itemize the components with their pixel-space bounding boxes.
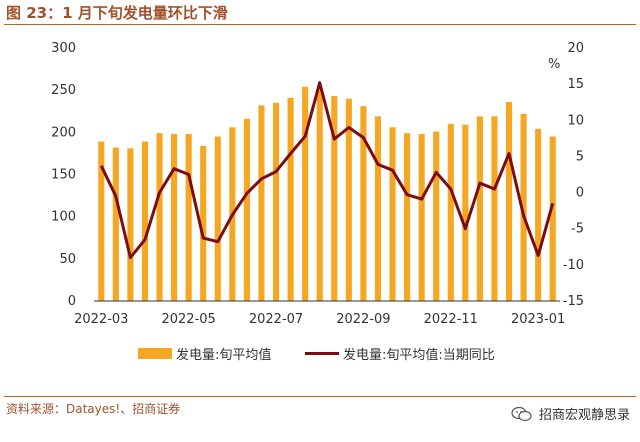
bar xyxy=(272,102,280,301)
y-left-tick-label: 200 xyxy=(51,125,76,140)
bar xyxy=(404,133,411,301)
bar xyxy=(389,127,396,301)
bar xyxy=(258,105,265,301)
legend-label-line-series: 发电量:旬平均值:当期同比 xyxy=(343,348,495,363)
bar xyxy=(331,96,338,301)
chart-svg: 0 50 100 150 200 250 300 -15 -10 -5 0 5 10 15 20% 2022-… xyxy=(51,41,584,327)
y-left-tick-label: 50 xyxy=(59,252,76,267)
bar xyxy=(141,141,149,301)
x-tick-label: 2022-05 xyxy=(161,312,215,327)
bar xyxy=(520,113,527,301)
bar xyxy=(287,97,294,301)
x-tick-label: 2022-09 xyxy=(336,312,390,327)
y-right-unit-label: % xyxy=(548,57,560,72)
x-tick-label: 2022-03 xyxy=(74,312,128,327)
bar xyxy=(476,116,483,301)
bar xyxy=(535,128,542,301)
chart: 0 50 100 150 200 250 300 -15 -10 -5 0 5 10 15 20% 2022-… xyxy=(0,28,640,383)
y-right-tick-label: 20 xyxy=(567,41,584,56)
bar xyxy=(214,136,221,301)
bar xyxy=(418,134,425,301)
y-left-tick-label: 100 xyxy=(51,210,76,225)
y-left-tick-label: 0 xyxy=(68,294,76,309)
legend-label-bar-series: 发电量:旬平均值 xyxy=(176,348,272,363)
chart-legend: 发电量:旬平均值 发电量:旬平均值:当期同比 xyxy=(0,344,640,364)
y-right-tick-label: 5 xyxy=(576,149,584,164)
title-divider xyxy=(4,24,636,25)
bar xyxy=(360,106,367,301)
legend-item-bar-series: 发电量:旬平均值 xyxy=(138,344,271,363)
legend-line-swatch xyxy=(305,352,339,355)
bar xyxy=(462,124,469,301)
chart-title: 图 23：1 月下旬发电量环比下滑 xyxy=(6,4,228,22)
y-left-tick-label: 250 xyxy=(51,83,76,98)
bar xyxy=(171,134,178,301)
bar xyxy=(243,118,250,301)
x-tick-label: 2022-11 xyxy=(424,312,478,327)
legend-bar-swatch xyxy=(138,348,172,359)
series-line xyxy=(99,81,555,260)
wechat-icon xyxy=(511,406,532,421)
brand-name: 招商宏观静思录 xyxy=(538,408,630,423)
y-right-tick-label: 0 xyxy=(576,186,584,201)
y-left-tick-label: 300 xyxy=(51,41,76,56)
bar xyxy=(156,133,163,301)
bar xyxy=(447,123,454,302)
y-right-tick-label: 10 xyxy=(567,113,584,128)
bar xyxy=(374,116,382,301)
y-right-tick-label: 15 xyxy=(567,77,584,92)
y-right-tick-label: -10 xyxy=(563,258,584,273)
bar xyxy=(98,141,105,301)
bar xyxy=(200,145,207,301)
bar xyxy=(127,148,134,301)
x-tick-label: 2022-07 xyxy=(249,312,303,327)
bar xyxy=(345,98,352,301)
y-right-tick-label: -5 xyxy=(571,222,584,237)
bar xyxy=(433,131,440,301)
bar xyxy=(549,136,556,301)
bar xyxy=(505,101,513,302)
y-left-tick-label: 150 xyxy=(51,168,76,183)
bar xyxy=(491,116,498,301)
bar xyxy=(185,134,192,301)
footer-divider xyxy=(4,396,636,397)
bar xyxy=(302,86,309,301)
legend-item-line-series: 发电量:旬平均值:当期同比 xyxy=(305,344,495,363)
x-tick-label: 2023-01 xyxy=(511,312,565,327)
bar xyxy=(316,90,323,301)
y-right-tick-label: -15 xyxy=(563,294,584,309)
source-note: 资料来源：Datayes!、招商证券 xyxy=(6,402,181,416)
bar xyxy=(112,147,119,301)
brand-signature: 招商宏观静思录 xyxy=(511,404,630,423)
